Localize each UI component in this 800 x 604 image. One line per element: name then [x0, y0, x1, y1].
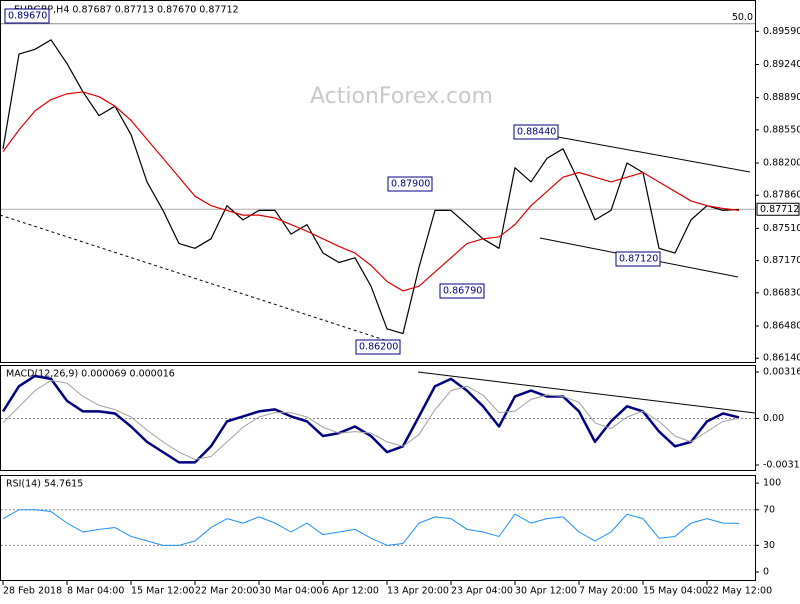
x-tick-label: 8 Mar 04:00 [67, 586, 124, 597]
x-tick-label: 23 Apr 04:00 [451, 586, 513, 597]
price-annotation: 0.87900 [391, 179, 430, 190]
x-tick-label: 7 May 20:00 [579, 586, 638, 597]
y-tick-label: 0.87170 [763, 255, 800, 266]
y-tick-label: 0 [763, 567, 769, 578]
y-tick-label: 30 [763, 540, 775, 551]
price-annotation-box [439, 283, 485, 299]
x-tick-label: 30 Apr 12:00 [515, 586, 577, 597]
price-annotation: 0.88440 [517, 127, 556, 138]
x-tick-label: 15 May 04:00 [643, 586, 708, 597]
macd-title: MACD(12,26,9) 0.000069 0.000016 [6, 369, 175, 380]
x-tick-label: 30 Mar 04:00 [259, 586, 322, 597]
macd-trend-line [417, 371, 756, 414]
price-panel [0, 0, 756, 363]
y-tick-label: 0.89590 [763, 26, 800, 37]
price-annotation-box [513, 124, 559, 140]
x-tick-label: 13 Apr 20:00 [387, 586, 449, 597]
y-tick-label: -0.003177 [763, 459, 800, 470]
y-tick-label: 0.88200 [763, 158, 800, 169]
fib-label: 50.0 [732, 12, 753, 23]
x-tick-label: 15 Mar 12:00 [131, 586, 194, 597]
y-tick-label: 100 [763, 478, 781, 489]
x-tick-label: 22 May 12:00 [707, 586, 772, 597]
price-annotation-box [615, 251, 661, 267]
series-line [1, 374, 740, 464]
series-line [2, 379, 740, 460]
y-tick-label: 0.86830 [763, 287, 800, 298]
y-tick-label: 0.88890 [763, 92, 800, 103]
y-tick-label: 0.87510 [763, 223, 800, 234]
price-annotation: 0.86790 [443, 286, 482, 297]
price-annotation-box [387, 176, 433, 192]
y-tick-label: 0.86480 [763, 320, 800, 331]
price-annotation: 0.89670 [8, 11, 47, 22]
y-tick-label: 0.003169 [763, 367, 800, 378]
x-tick-label: 6 Apr 12:00 [323, 586, 379, 597]
y-tick-label: 0.89240 [763, 59, 800, 70]
trend-line [0, 214, 401, 346]
x-tick-label: 22 Mar 20:00 [195, 586, 258, 597]
y-tick-label: 0.87860 [763, 190, 800, 201]
rsi-panel [0, 475, 756, 581]
chart-title: EURGBP,H4 0.87687 0.87713 0.87670 0.8771… [14, 5, 239, 16]
current-price-box [756, 202, 800, 216]
current-price-label: 0.87712 [760, 204, 799, 215]
price-annotation: 0.86200 [359, 342, 398, 353]
series-line [2, 91, 740, 292]
price-annotation: 0.87120 [619, 254, 658, 265]
y-tick-label: 70 [763, 504, 775, 515]
y-tick-label: 0.00 [763, 413, 784, 424]
x-tick-label: 28 Feb 2018 [3, 586, 62, 597]
y-tick-label: 0.86140 [763, 353, 800, 364]
price-annotation-box [355, 339, 401, 355]
watermark: ActionForex.com [310, 84, 493, 109]
rsi-title: RSI(14) 54.7615 [6, 479, 83, 490]
price-annotation-box [4, 8, 50, 24]
series-line [2, 509, 740, 546]
series-line [2, 39, 740, 335]
channel-line [557, 136, 751, 173]
y-tick-label: 0.88550 [763, 124, 800, 135]
